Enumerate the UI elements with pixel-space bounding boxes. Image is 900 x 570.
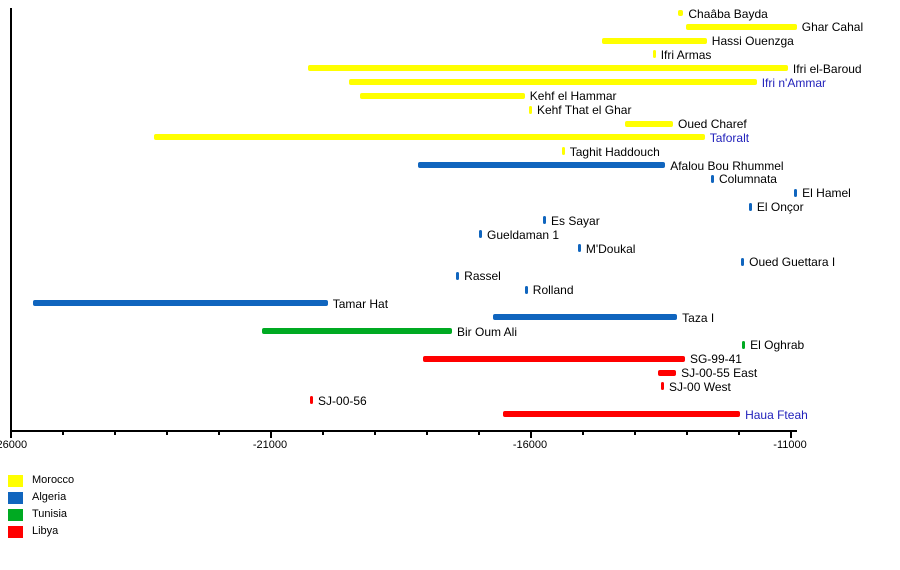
site-label: El Onçor (756, 200, 804, 215)
x-axis-minor-tick (322, 431, 324, 435)
site-label: Taghit Haddouch (569, 144, 660, 159)
x-axis-tick-label: -11000 (773, 439, 807, 451)
site-label: El Oghrab (750, 338, 805, 353)
x-axis-minor-tick (426, 431, 428, 435)
site-bar (456, 271, 460, 280)
site-bar (493, 314, 678, 321)
site-label: Es Sayar (551, 213, 600, 228)
legend-label: Morocco (32, 474, 75, 486)
x-axis-major-tick (270, 431, 272, 438)
site-label: Ifri el-Baroud (792, 61, 862, 76)
site-label: Haua Fteah (745, 407, 808, 422)
site-label: SJ-00-56 (318, 393, 367, 408)
x-axis-minor-tick (218, 431, 220, 435)
site-bar (32, 300, 328, 307)
site-label: Bir Oum Ali (457, 324, 518, 339)
site-bar (524, 285, 528, 294)
x-axis-minor-tick (478, 431, 480, 435)
site-bar (528, 105, 532, 114)
legend-swatch (8, 508, 23, 521)
x-axis-major-tick (530, 431, 532, 438)
x-axis-major-tick (790, 431, 792, 438)
site-bar (678, 10, 684, 16)
site-label: Afalou Bou Rhummel (670, 158, 784, 173)
legend-row: Morocco (8, 472, 74, 489)
site-label: El Hamel (802, 186, 851, 201)
site-label: Rolland (532, 283, 574, 298)
x-axis-minor-tick (582, 431, 584, 435)
site-label: Taza I (682, 310, 715, 325)
site-bar (561, 147, 565, 156)
site-bar (625, 120, 673, 127)
legend-label: Libya (32, 525, 59, 537)
site-bar (349, 79, 757, 86)
site-bar (543, 216, 546, 225)
x-axis-minor-tick (62, 431, 64, 435)
legend-row: Libya (8, 523, 74, 540)
x-axis-minor-tick (738, 431, 740, 435)
site-label: Oued Charef (678, 117, 747, 132)
site-label: Ghar Cahal (801, 20, 864, 35)
site-label: Kehf That el Ghar (536, 103, 632, 118)
site-bar (601, 37, 707, 44)
site-label: Ifri n'Ammar (761, 75, 827, 90)
legend-swatch (8, 474, 23, 487)
x-axis-minor-tick (634, 431, 636, 435)
site-bar (310, 396, 314, 405)
x-axis-minor-tick (374, 431, 376, 435)
site-bar (742, 340, 746, 349)
x-axis-major-tick (10, 431, 12, 438)
site-bar (502, 411, 741, 418)
site-label: Gueldaman 1 (487, 227, 560, 242)
site-bar (262, 328, 452, 335)
site-bar (657, 369, 677, 376)
site-bar (577, 244, 581, 253)
site-bar (652, 50, 656, 59)
site-bar (479, 230, 483, 239)
x-axis-minor-tick (114, 431, 116, 435)
legend: Morocco Algeria Tunisia Libya (8, 472, 74, 540)
site-bar (418, 162, 666, 169)
site-label: Columnata (718, 172, 777, 187)
site-bar (154, 134, 705, 141)
site-label: Taforalt (709, 130, 750, 145)
site-bar (686, 23, 797, 30)
site-bar (359, 92, 525, 99)
site-label: Hassi Ouenzga (711, 34, 794, 49)
site-label: Chaâba Bayda (688, 6, 768, 21)
x-axis-minor-tick (166, 431, 168, 435)
site-bar (423, 355, 685, 362)
legend-label: Algeria (32, 491, 67, 503)
legend-label: Tunisia (32, 508, 68, 520)
x-axis-tick-label: -26000 (0, 439, 28, 451)
site-label: SJ-00 West (669, 379, 731, 394)
x-axis-tick-label: -16000 (512, 439, 548, 451)
site-bar (748, 202, 752, 211)
site-label: SG-99-41 (689, 352, 742, 367)
site-label: Kehf el Hammar (529, 89, 617, 104)
site-label: Tamar Hat (332, 296, 389, 311)
site-bar (710, 174, 714, 183)
x-axis-tick-label: -21000 (252, 439, 288, 451)
site-label: M'Doukal (585, 241, 636, 256)
x-axis-minor-tick (686, 431, 688, 435)
legend-swatch (8, 525, 23, 538)
y-axis-line (10, 8, 12, 430)
site-bar (307, 65, 788, 72)
legend-swatch (8, 491, 23, 504)
site-label: Ifri Armas (660, 47, 712, 62)
legend-row: Tunisia (8, 506, 74, 523)
site-bar (661, 382, 665, 391)
site-bar (794, 188, 798, 197)
site-bar (741, 257, 745, 266)
legend-row: Algeria (8, 489, 74, 506)
site-label: SJ-00-55 East (681, 366, 758, 381)
x-axis-line (10, 430, 797, 432)
site-label: Rassel (464, 269, 501, 284)
site-label: Oued Guettara I (749, 255, 836, 270)
